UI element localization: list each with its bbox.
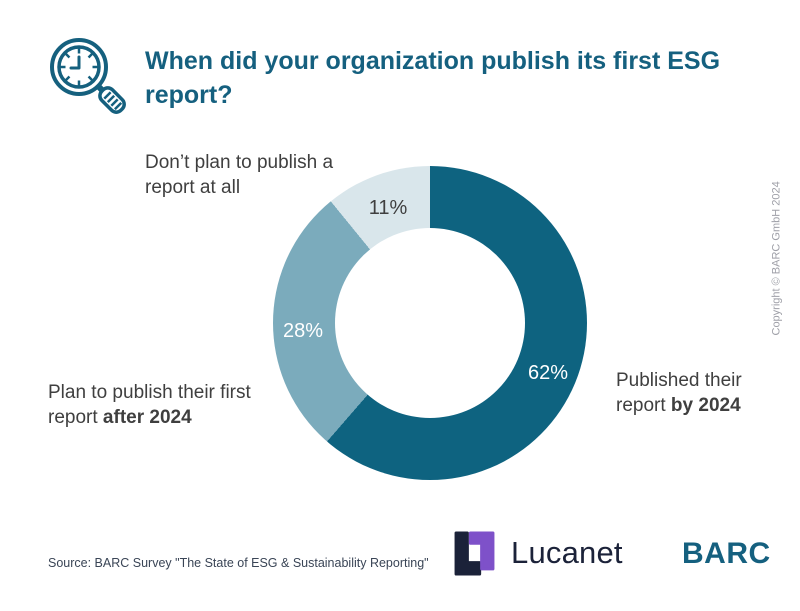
value-label-11: 11%	[368, 197, 408, 219]
segment-label-text: Don’t plan to publish a report at all	[145, 152, 334, 198]
segment-label-text: Published their report	[616, 370, 742, 416]
copyright-text: Copyright © BARC GmbH 2024	[770, 181, 783, 336]
donut-chart	[273, 166, 587, 480]
donut-hole	[335, 228, 525, 418]
lucanet-logo-text: Lucanet	[511, 535, 623, 570]
lucanet-logo: Lucanet	[452, 530, 623, 576]
value-label-28: 28%	[282, 320, 324, 342]
lucanet-logo-icon	[454, 531, 495, 575]
value-label-62: 62%	[527, 362, 569, 384]
barc-logo: BARC	[682, 537, 771, 570]
segment-label-text: Plan to publish their first report	[48, 382, 251, 428]
segment-label-bold: after 2024	[102, 407, 192, 428]
segment-label-bold: by 2024	[670, 395, 741, 416]
source-text: Source: BARC Survey "The State of ESG & …	[48, 556, 429, 570]
magnifier-clock-icon	[50, 38, 126, 114]
segment-label-plan-after-2024: Plan to publish their first report after…	[48, 380, 276, 430]
page-title: When did your organization publish its f…	[145, 47, 721, 109]
segment-label-published-by-2024: Published their report by 2024	[616, 368, 784, 418]
segment-label-dont-plan: Don’t plan to publish a report at all	[145, 150, 345, 200]
